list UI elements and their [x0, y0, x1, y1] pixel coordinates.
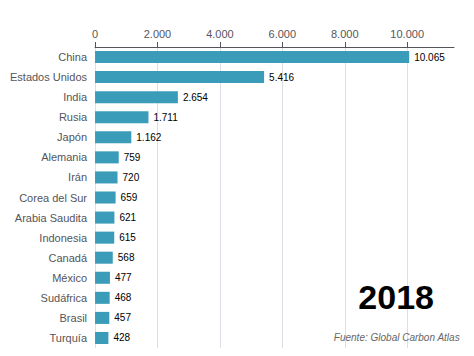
- svg-text:India: India: [63, 91, 88, 103]
- svg-text:6.000: 6.000: [269, 28, 297, 40]
- svg-text:4.000: 4.000: [206, 28, 234, 40]
- svg-text:Fuente: Global Carbon Atlas: Fuente: Global Carbon Atlas: [334, 332, 460, 343]
- svg-text:10.000: 10.000: [390, 28, 424, 40]
- svg-text:720: 720: [123, 172, 140, 183]
- svg-text:Canadá: Canadá: [48, 252, 87, 264]
- svg-text:477: 477: [115, 272, 132, 283]
- svg-text:568: 568: [118, 252, 135, 263]
- svg-text:615: 615: [119, 232, 136, 243]
- svg-text:2.000: 2.000: [144, 28, 172, 40]
- svg-text:Arabia Saudita: Arabia Saudita: [15, 212, 88, 224]
- svg-text:2018: 2018: [358, 278, 434, 316]
- svg-text:Corea del Sur: Corea del Sur: [19, 192, 87, 204]
- svg-text:Turquía: Turquía: [50, 332, 88, 344]
- svg-text:China: China: [58, 51, 88, 63]
- svg-text:Estados Unidos: Estados Unidos: [10, 71, 88, 83]
- svg-text:457: 457: [114, 312, 131, 323]
- svg-text:428: 428: [113, 332, 130, 343]
- svg-text:5.416: 5.416: [269, 72, 294, 83]
- svg-text:México: México: [52, 272, 87, 284]
- svg-text:Sudáfrica: Sudáfrica: [41, 292, 88, 304]
- svg-text:Indonesia: Indonesia: [39, 232, 88, 244]
- svg-text:Japón: Japón: [57, 131, 87, 143]
- svg-text:468: 468: [115, 292, 132, 303]
- svg-text:Irán: Irán: [68, 171, 87, 183]
- svg-text:2.654: 2.654: [183, 92, 208, 103]
- svg-text:1.711: 1.711: [153, 112, 178, 123]
- svg-text:621: 621: [119, 212, 136, 223]
- svg-text:1.162: 1.162: [136, 132, 161, 143]
- svg-text:Rusia: Rusia: [59, 111, 88, 123]
- svg-text:659: 659: [121, 192, 138, 203]
- svg-text:759: 759: [124, 152, 141, 163]
- svg-text:10.065: 10.065: [414, 52, 445, 63]
- svg-text:Brasil: Brasil: [60, 312, 88, 324]
- svg-text:8.000: 8.000: [331, 28, 359, 40]
- svg-text:0: 0: [92, 28, 98, 40]
- svg-text:Alemania: Alemania: [41, 151, 88, 163]
